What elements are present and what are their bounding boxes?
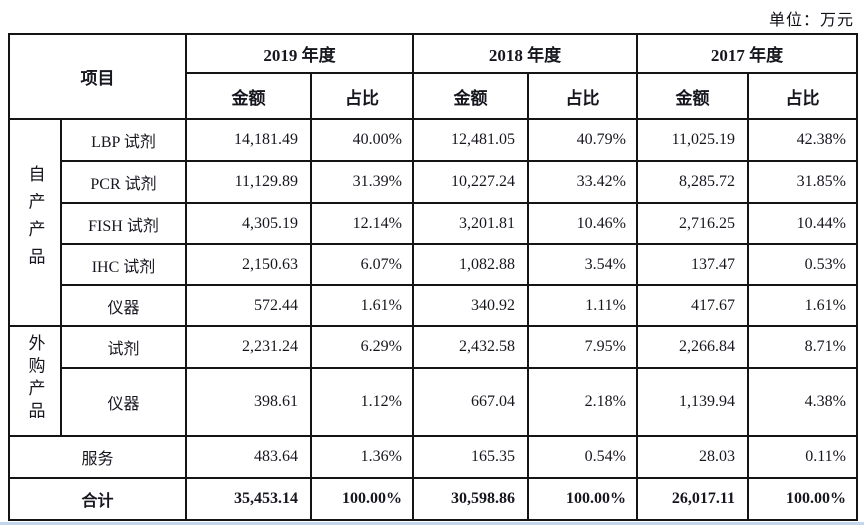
header-row-subcolumns: 金额 占比 金额 占比 金额 占比 — [9, 72, 858, 120]
amount-2017: 2,716.25 — [636, 202, 749, 245]
total-label: 合计 — [8, 477, 187, 521]
ratio-2017: 31.85% — [747, 160, 858, 204]
ratio-2018: 10.46% — [527, 202, 638, 245]
row-label: 试剂 — [60, 325, 187, 369]
table-row-fish: FISH 试剂 4,305.19 12.14% 3,201.81 10.46% … — [9, 202, 858, 245]
ratio-2018: 33.42% — [527, 160, 638, 204]
total-ratio-2019: 100.00% — [310, 477, 414, 521]
group-self-produced-label: 自产产品 — [25, 164, 45, 276]
amount-2018: 340.92 — [412, 284, 529, 327]
amount-2017: 137.47 — [636, 243, 749, 286]
ratio-2018: 2.18% — [527, 367, 638, 437]
table-row-instrument-purchased: 仪器 398.61 1.12% 667.04 2.18% 1,139.94 4.… — [9, 367, 858, 437]
header-amount-2017: 金额 — [636, 72, 749, 120]
scan-edge-artifact — [0, 522, 864, 525]
header-year-2017: 2017 年度 — [636, 33, 858, 74]
amount-2018: 1,082.88 — [412, 243, 529, 286]
row-label: PCR 试剂 — [60, 160, 187, 204]
row-label: FISH 试剂 — [60, 202, 187, 245]
ratio-2019: 40.00% — [310, 118, 414, 162]
ratio-2018: 7.95% — [527, 325, 638, 369]
ratio-2019: 1.12% — [310, 367, 414, 437]
revenue-breakdown-table: 项目 2019 年度 2018 年度 2017 年度 金额 占比 金额 占比 金… — [8, 33, 858, 521]
ratio-2017: 1.61% — [747, 284, 858, 327]
amount-2019: 572.44 — [185, 284, 312, 327]
header-item: 项目 — [8, 33, 187, 120]
header-amount-2018: 金额 — [412, 72, 529, 120]
group-self-produced: 自产产品 — [8, 118, 62, 327]
ratio-2017: 42.38% — [747, 118, 858, 162]
group-purchased-label: 外购产品 — [25, 333, 45, 424]
group-purchased: 外购产品 — [8, 325, 62, 437]
total-amount-2017: 26,017.11 — [636, 477, 749, 521]
amount-2018: 3,201.81 — [412, 202, 529, 245]
row-label: 服务 — [8, 435, 187, 479]
header-amount-2019: 金额 — [185, 72, 312, 120]
total-ratio-2018: 100.00% — [527, 477, 638, 521]
ratio-2019: 31.39% — [310, 160, 414, 204]
ratio-2018: 1.11% — [527, 284, 638, 327]
row-label: 仪器 — [60, 367, 187, 437]
table-row-instrument-self: 仪器 572.44 1.61% 340.92 1.11% 417.67 1.61… — [9, 284, 858, 327]
ratio-2019: 6.29% — [310, 325, 414, 369]
table-row-total: 合计 35,453.14 100.00% 30,598.86 100.00% 2… — [8, 477, 858, 521]
unit-label: 单位：万元 — [768, 12, 854, 29]
header-ratio-2019: 占比 — [310, 72, 414, 120]
ratio-2019: 6.07% — [310, 243, 414, 286]
amount-2018: 12,481.05 — [412, 118, 529, 162]
amount-2019: 14,181.49 — [185, 118, 312, 162]
header-ratio-2017: 占比 — [747, 72, 858, 120]
ratio-2017: 0.11% — [747, 435, 858, 479]
amount-2017: 1,139.94 — [636, 367, 749, 437]
ratio-2017: 4.38% — [747, 367, 858, 437]
total-amount-2019: 35,453.14 — [185, 477, 312, 521]
amount-2019: 398.61 — [185, 367, 312, 437]
amount-2019: 11,129.89 — [185, 160, 312, 204]
ratio-2017: 10.44% — [747, 202, 858, 245]
ratio-2018: 40.79% — [527, 118, 638, 162]
table-row-pcr: PCR 试剂 11,129.89 31.39% 10,227.24 33.42%… — [9, 160, 858, 204]
header-ratio-2018: 占比 — [527, 72, 638, 120]
amount-2017: 11,025.19 — [636, 118, 749, 162]
ratio-2019: 1.61% — [310, 284, 414, 327]
total-amount-2018: 30,598.86 — [412, 477, 529, 521]
amount-2017: 28.03 — [636, 435, 749, 479]
amount-2018: 10,227.24 — [412, 160, 529, 204]
ratio-2018: 0.54% — [527, 435, 638, 479]
amount-2019: 483.64 — [185, 435, 312, 479]
table-row-ihc: IHC 试剂 2,150.63 6.07% 1,082.88 3.54% 137… — [9, 243, 858, 286]
amount-2019: 2,231.24 — [185, 325, 312, 369]
ratio-2018: 3.54% — [527, 243, 638, 286]
ratio-2019: 12.14% — [310, 202, 414, 245]
amount-2017: 2,266.84 — [636, 325, 749, 369]
amount-2018: 2,432.58 — [412, 325, 529, 369]
row-label: IHC 试剂 — [60, 243, 187, 286]
table-row-lbp: 自产产品 LBP 试剂 14,181.49 40.00% 12,481.05 4… — [8, 118, 858, 327]
ratio-2019: 1.36% — [310, 435, 414, 479]
header-year-2019: 2019 年度 — [185, 33, 414, 74]
table-row-service: 服务 483.64 1.36% 165.35 0.54% 28.03 0.11% — [8, 435, 858, 479]
ratio-2017: 0.53% — [747, 243, 858, 286]
row-label: LBP 试剂 — [60, 118, 187, 162]
amount-2018: 165.35 — [412, 435, 529, 479]
amount-2018: 667.04 — [412, 367, 529, 437]
table-row-reagent-purchased: 外购产品 试剂 2,231.24 6.29% 2,432.58 7.95% 2,… — [8, 325, 858, 437]
amount-2017: 417.67 — [636, 284, 749, 327]
amount-2017: 8,285.72 — [636, 160, 749, 204]
header-row-years: 项目 2019 年度 2018 年度 2017 年度 — [8, 33, 858, 120]
header-year-2018: 2018 年度 — [412, 33, 638, 74]
amount-2019: 2,150.63 — [185, 243, 312, 286]
total-ratio-2017: 100.00% — [747, 477, 858, 521]
row-label: 仪器 — [60, 284, 187, 327]
ratio-2017: 8.71% — [747, 325, 858, 369]
amount-2019: 4,305.19 — [185, 202, 312, 245]
